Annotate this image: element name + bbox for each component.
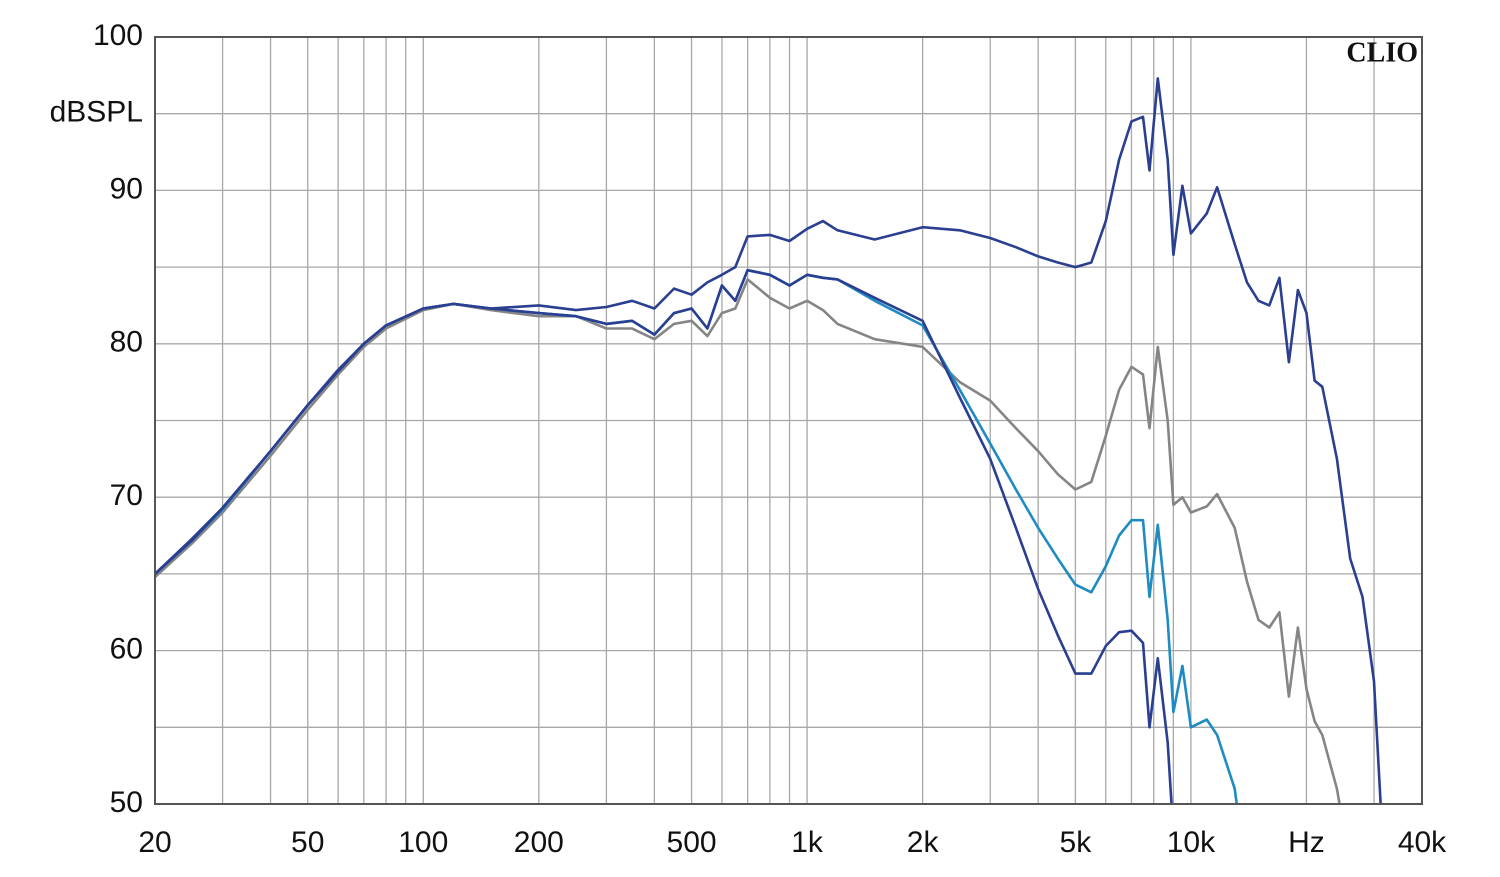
x-tick-label: 100: [398, 826, 448, 859]
x-tick-label: Hz: [1288, 826, 1325, 859]
y-tick-label: 60: [110, 633, 143, 666]
labels: 20 50 100 200 500 1k 2k 5k 10k Hz 40k 50 60 70 80 90 dBS…: [50, 19, 1448, 859]
y-tick-label: dBSPL: [50, 96, 143, 129]
plot-frame: [154, 36, 1423, 805]
y-tick-label: 70: [110, 479, 143, 512]
x-tick-label: 2k: [907, 826, 940, 859]
y-tick-label: 80: [110, 326, 143, 359]
y-tick-label: 50: [110, 786, 143, 819]
series-line: [155, 77, 1382, 804]
x-tick-label: 20: [138, 826, 171, 859]
y-tick-label: 100: [93, 19, 143, 52]
y-tick-label: 90: [110, 172, 143, 205]
x-tick-label: 10k: [1167, 826, 1216, 859]
x-tick-label: 500: [667, 826, 717, 859]
x-tick-label: 50: [291, 826, 324, 859]
x-tick-label: 40k: [1398, 826, 1447, 859]
watermark: CLIO: [1346, 37, 1418, 68]
x-tick-label: 5k: [1060, 826, 1093, 859]
lines: [155, 77, 1382, 804]
series-line: [155, 278, 1341, 804]
x-tick-label: 1k: [791, 826, 824, 859]
x-tick-label: 200: [514, 826, 564, 859]
